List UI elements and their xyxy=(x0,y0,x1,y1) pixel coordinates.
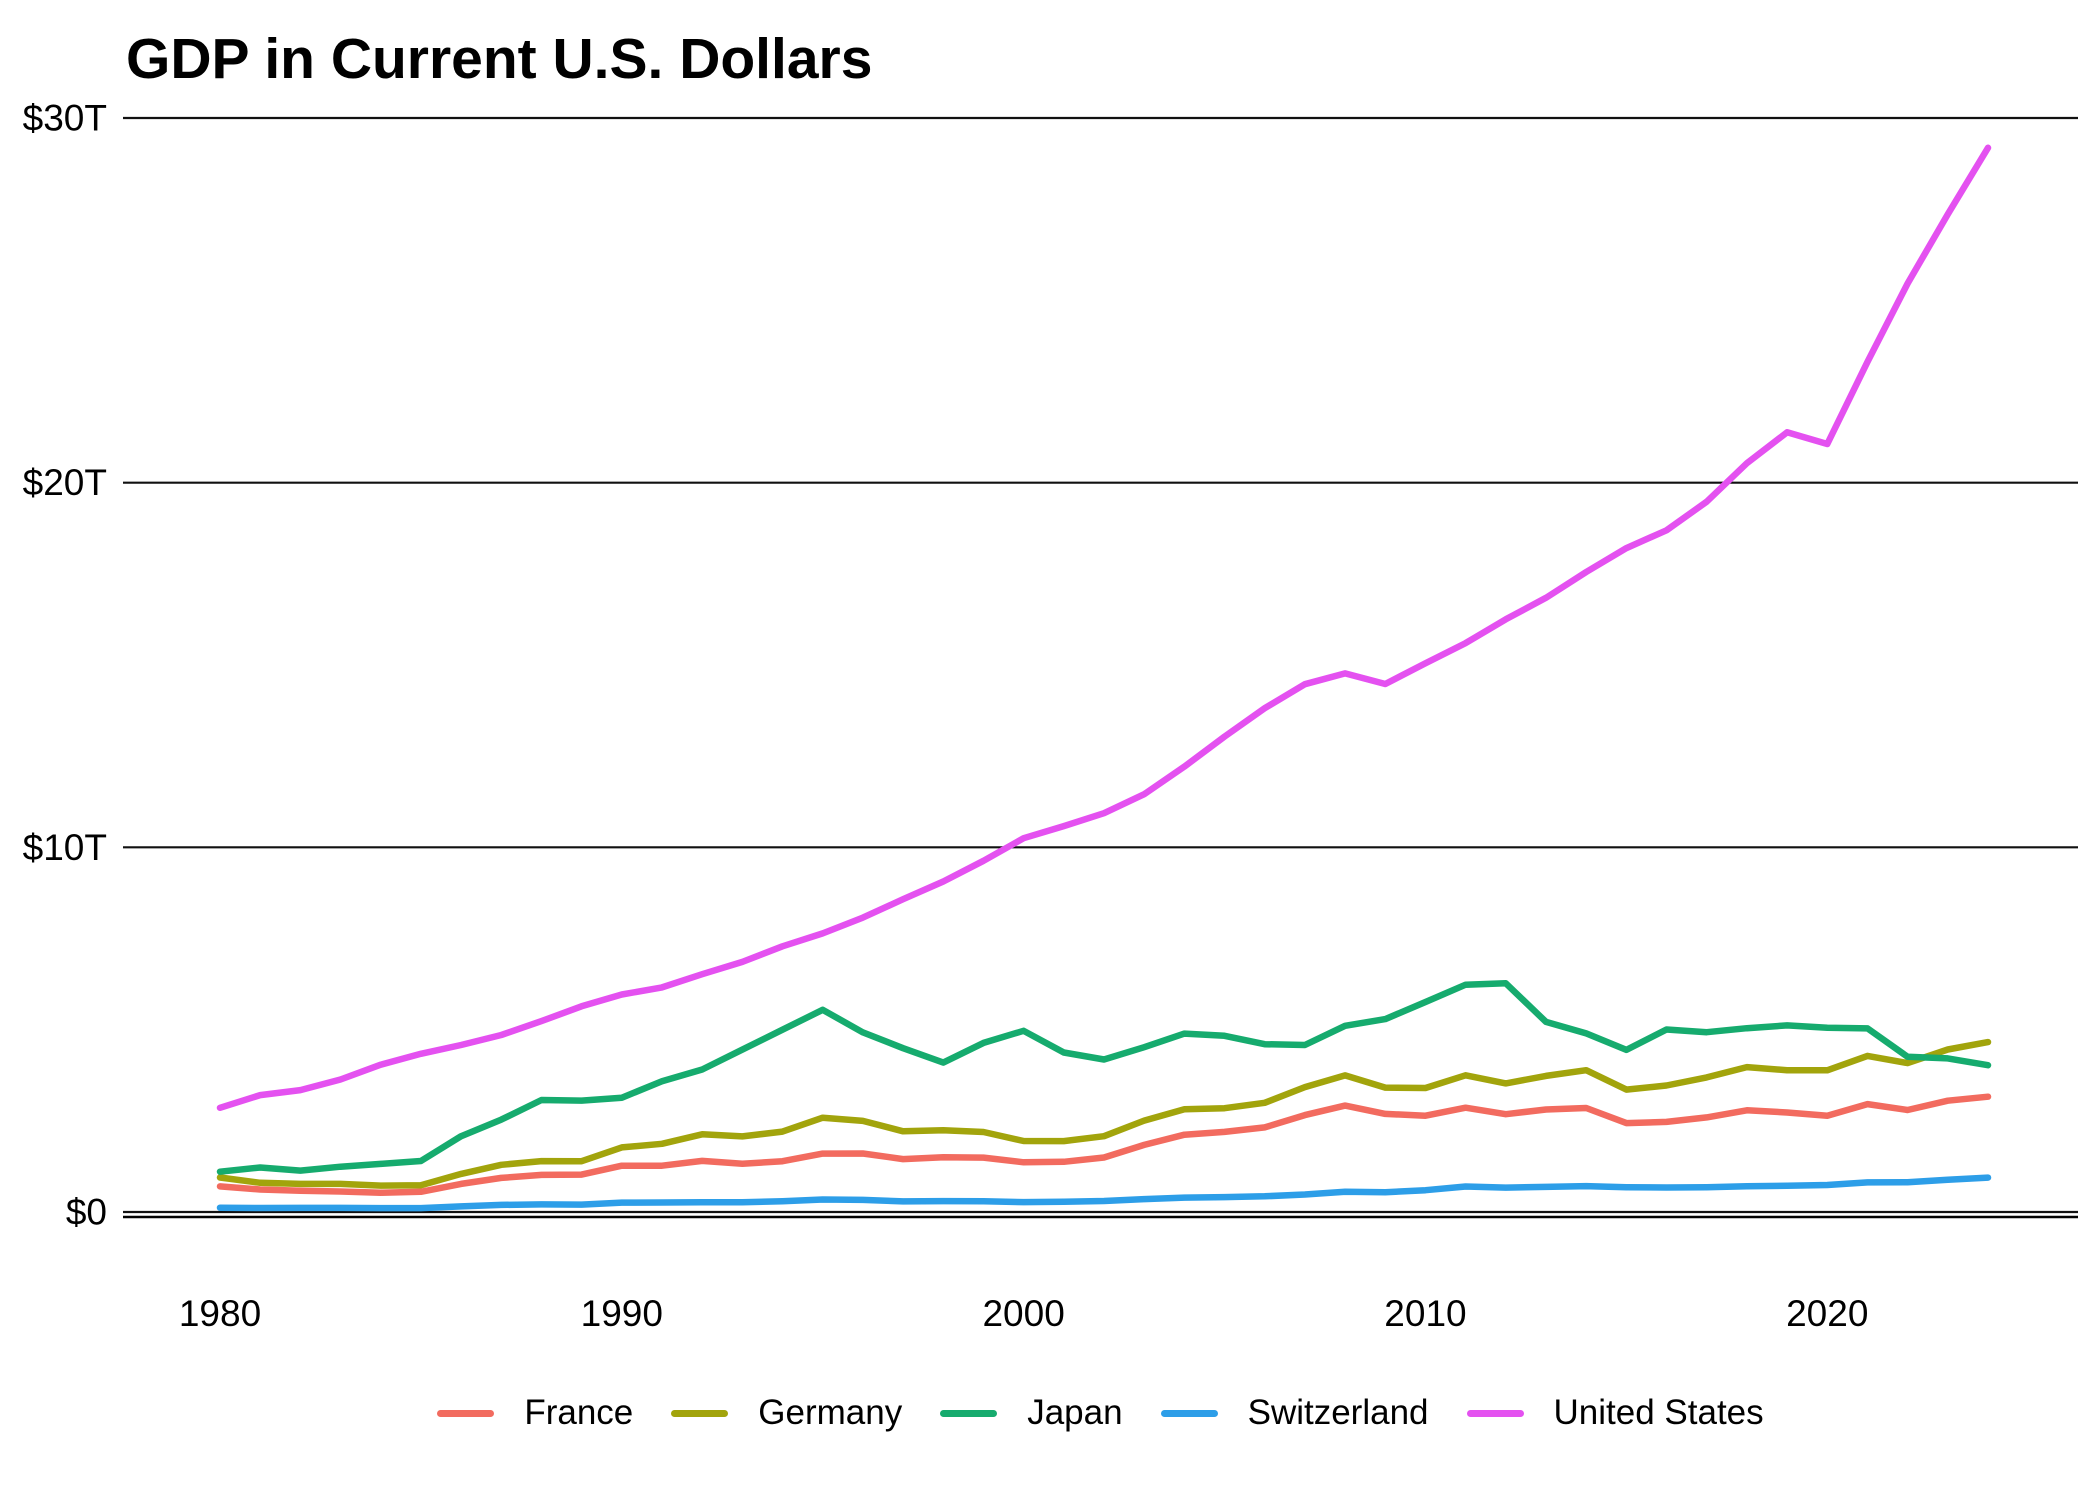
x-axis-tick-label: 1990 xyxy=(581,1293,663,1334)
legend-key-icon xyxy=(1466,1409,1524,1417)
series-line-germany xyxy=(216,1038,1992,1189)
legend-key-icon xyxy=(671,1409,729,1417)
legend-item-france: France xyxy=(437,1393,633,1433)
x-axis-tick-label: 1980 xyxy=(179,1293,261,1334)
legend-item-united-states: United States xyxy=(1466,1393,1764,1433)
legend-key-icon xyxy=(940,1409,998,1417)
x-axis-tick-label: 2010 xyxy=(1384,1293,1466,1334)
legend-item-switzerland: Switzerland xyxy=(1160,1393,1429,1433)
legend-item-japan: Japan xyxy=(940,1393,1123,1433)
x-axis-tick-label: 2020 xyxy=(1786,1293,1868,1334)
x-axis-tick-label: 2000 xyxy=(982,1293,1064,1334)
series-line-japan xyxy=(216,980,1992,1175)
chart-title: GDP in Current U.S. Dollars xyxy=(126,27,873,91)
legend-key-icon xyxy=(1160,1409,1218,1417)
legend-key-icon xyxy=(437,1409,495,1417)
series-line-switzerland xyxy=(216,1174,1992,1212)
series-line-france xyxy=(216,1093,1992,1196)
legend-label: France xyxy=(524,1393,634,1432)
legend-label: United States xyxy=(1553,1393,1764,1432)
y-axis-tick-label: $20T xyxy=(23,462,107,503)
y-axis-tick-label: $30T xyxy=(23,98,107,139)
y-axis-tick-label: $0 xyxy=(66,1192,107,1233)
legend-label: Germany xyxy=(758,1393,903,1432)
legend: France Germany Japan Switzerland United Stat… xyxy=(123,1393,2078,1433)
series-line-united-states xyxy=(216,144,1992,1112)
legend-label: Switzerland xyxy=(1247,1393,1429,1432)
legend-label: Japan xyxy=(1027,1393,1123,1432)
y-axis-tick-label: $10T xyxy=(23,827,107,868)
legend-item-germany: Germany xyxy=(671,1393,902,1433)
